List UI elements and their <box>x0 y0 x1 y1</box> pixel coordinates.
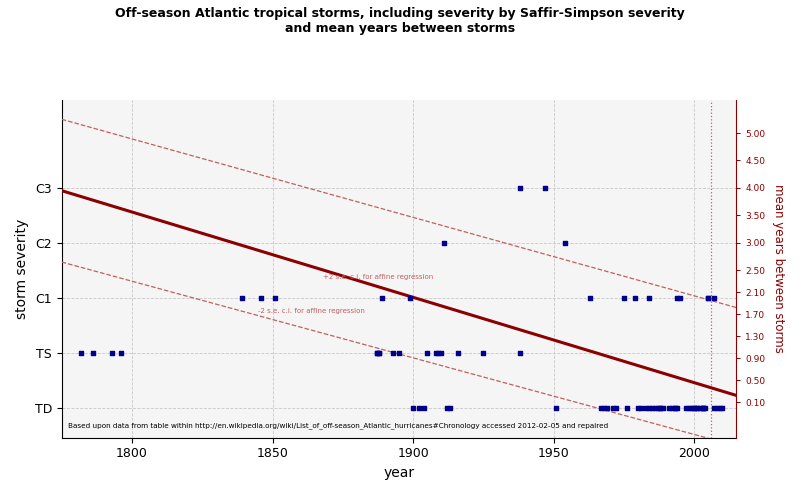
Point <box>609 403 622 411</box>
Text: -2 s.e. c.i. for affine regression: -2 s.e. c.i. for affine regression <box>258 308 366 314</box>
Point <box>370 348 383 356</box>
Point <box>373 348 386 356</box>
Point <box>682 403 695 411</box>
Y-axis label: mean years between storms: mean years between storms <box>772 185 785 353</box>
Point <box>640 403 653 411</box>
Point <box>707 403 720 411</box>
Point <box>438 239 450 247</box>
Point <box>269 294 282 301</box>
Point <box>539 184 552 192</box>
Point <box>694 403 706 411</box>
Point <box>598 403 610 411</box>
Point <box>632 403 645 411</box>
Point <box>643 403 656 411</box>
Point <box>702 294 714 301</box>
Point <box>514 348 526 356</box>
Point <box>406 403 419 411</box>
Point <box>696 403 709 411</box>
Point <box>649 403 662 411</box>
Point <box>452 348 465 356</box>
Point <box>429 348 442 356</box>
Point <box>421 348 434 356</box>
Point <box>376 294 389 301</box>
Point <box>629 294 642 301</box>
Point <box>688 403 701 411</box>
Point <box>688 403 701 411</box>
Point <box>387 348 400 356</box>
Point <box>671 403 684 411</box>
Point <box>404 294 417 301</box>
Point <box>679 403 692 411</box>
Point <box>235 294 248 301</box>
Text: Based upon data from table within http://en.wikipedia.org/wiki/List_of_off-seaso: Based upon data from table within http:/… <box>69 423 609 429</box>
Point <box>662 403 675 411</box>
Y-axis label: storm severity: storm severity <box>15 219 29 319</box>
Point <box>690 403 703 411</box>
Point <box>634 403 647 411</box>
Point <box>671 294 684 301</box>
Point <box>646 403 658 411</box>
Point <box>514 184 526 192</box>
Point <box>651 403 664 411</box>
Point <box>477 348 490 356</box>
Point <box>584 294 597 301</box>
Point <box>696 403 709 411</box>
Point <box>558 239 571 247</box>
Point <box>643 294 656 301</box>
Text: +2 s.e. c.i. for affine regression: +2 s.e. c.i. for affine regression <box>323 274 434 280</box>
Point <box>696 403 709 411</box>
Point <box>716 403 729 411</box>
Point <box>75 348 88 356</box>
Point <box>601 403 614 411</box>
Point <box>654 403 667 411</box>
Point <box>114 348 127 356</box>
Point <box>618 294 630 301</box>
Point <box>668 403 681 411</box>
Point <box>550 403 563 411</box>
Point <box>595 403 608 411</box>
Point <box>674 294 686 301</box>
Point <box>654 403 667 411</box>
Point <box>702 294 714 301</box>
Point <box>710 403 723 411</box>
Point <box>86 348 99 356</box>
Point <box>690 403 703 411</box>
Point <box>255 294 268 301</box>
Point <box>418 403 430 411</box>
Text: Off-season Atlantic tropical storms, including severity by Saffir-Simpson severi: Off-season Atlantic tropical storms, inc… <box>115 7 685 36</box>
Point <box>666 403 678 411</box>
Point <box>434 348 447 356</box>
Point <box>606 403 619 411</box>
Point <box>441 403 454 411</box>
Point <box>707 294 720 301</box>
Point <box>373 348 386 356</box>
Point <box>620 403 633 411</box>
Point <box>412 403 425 411</box>
Point <box>657 403 670 411</box>
Point <box>699 403 712 411</box>
Point <box>432 348 445 356</box>
Point <box>370 348 383 356</box>
Point <box>713 403 726 411</box>
Point <box>668 403 681 411</box>
Point <box>393 348 406 356</box>
Point <box>443 403 456 411</box>
X-axis label: year: year <box>383 466 414 480</box>
Point <box>685 403 698 411</box>
Point <box>106 348 118 356</box>
